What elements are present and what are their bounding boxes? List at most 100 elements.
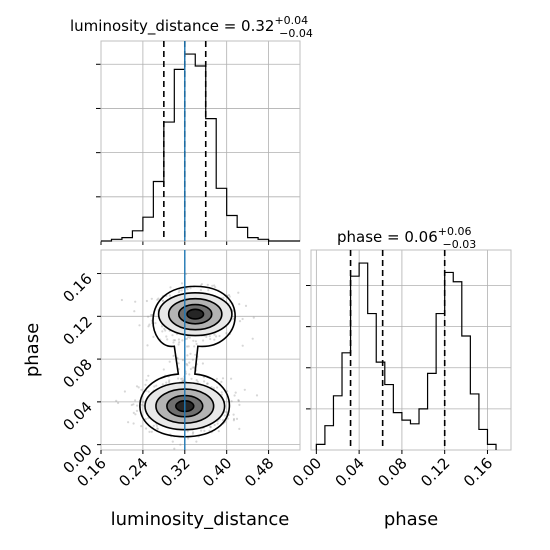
luminosity-distance-histogram-panel bbox=[96, 40, 301, 245]
sample-point bbox=[255, 394, 259, 397]
sample-point bbox=[142, 400, 145, 403]
sample-point bbox=[169, 286, 172, 289]
sample-point bbox=[191, 432, 194, 435]
sample-point bbox=[232, 417, 236, 421]
sample-point bbox=[225, 332, 228, 335]
sample-point bbox=[132, 422, 135, 425]
title-phase-plus: +0.06 bbox=[438, 225, 472, 238]
sample-point bbox=[135, 409, 139, 412]
sample-point bbox=[173, 447, 176, 450]
sample-point bbox=[206, 382, 209, 385]
sample-point bbox=[195, 440, 198, 443]
sample-point bbox=[209, 425, 212, 428]
sample-point bbox=[177, 362, 180, 365]
phase-histogram-panel: 0.00 0.04 0.08 0.12 0.16 bbox=[289, 249, 512, 490]
title-ld-plus: +0.04 bbox=[274, 14, 308, 27]
phase-ytick-label-3: 0.12 bbox=[59, 312, 95, 348]
sample-point bbox=[180, 377, 183, 380]
sample-point bbox=[200, 283, 203, 286]
luminosity-distance-vs-phase-panel: 0.16 0.24 0.32 0.40 0.480.000.040.080.120.16 bbox=[59, 249, 301, 490]
sample-point bbox=[214, 286, 217, 289]
sample-point bbox=[165, 381, 168, 384]
sample-point bbox=[251, 337, 254, 340]
sample-point bbox=[161, 299, 165, 302]
phase-ytick-label-2: 0.08 bbox=[59, 355, 95, 391]
sample-point bbox=[190, 377, 193, 380]
sample-point bbox=[185, 362, 188, 366]
two-frame bbox=[100, 249, 301, 451]
sample-point bbox=[237, 399, 240, 402]
sample-point bbox=[180, 282, 184, 285]
sample-point bbox=[186, 354, 189, 357]
sample-point bbox=[164, 329, 167, 332]
sample-point bbox=[203, 429, 206, 432]
ld-xtick-label-3: 0.40 bbox=[199, 454, 235, 490]
sample-point bbox=[132, 403, 135, 406]
phase-xtick-label-0: 0.00 bbox=[289, 454, 325, 490]
sample-point bbox=[225, 411, 228, 414]
sample-point bbox=[134, 300, 137, 303]
sample-point bbox=[188, 361, 191, 364]
ld-xtick-label-2: 0.32 bbox=[157, 454, 193, 490]
sample-point bbox=[161, 330, 164, 333]
sample-point bbox=[181, 379, 184, 382]
title-luminosity-distance: luminosity_distance = 0.32+0.04 −0.04 bbox=[70, 14, 313, 40]
sample-point bbox=[238, 320, 242, 323]
sample-point bbox=[134, 413, 137, 416]
sample-point bbox=[221, 377, 225, 380]
sample-point bbox=[243, 388, 246, 391]
sample-point bbox=[177, 377, 180, 380]
sample-point bbox=[117, 401, 120, 405]
sample-point bbox=[234, 391, 237, 394]
sample-point bbox=[238, 303, 241, 306]
sample-point bbox=[192, 339, 195, 342]
sample-point bbox=[232, 318, 235, 321]
sample-point bbox=[227, 293, 231, 297]
sample-point bbox=[220, 393, 223, 396]
sample-point bbox=[136, 404, 139, 407]
sample-point bbox=[177, 338, 180, 341]
sample-point bbox=[195, 379, 198, 382]
sample-point bbox=[123, 390, 126, 393]
sample-point bbox=[189, 287, 192, 290]
sample-point bbox=[189, 352, 192, 355]
sample-point bbox=[186, 345, 189, 348]
sample-point bbox=[211, 284, 214, 287]
sample-point bbox=[160, 325, 164, 328]
sample-point bbox=[194, 340, 197, 343]
sample-point bbox=[152, 424, 155, 427]
sample-point bbox=[209, 426, 212, 429]
sample-point bbox=[165, 335, 168, 338]
density-contour-outer bbox=[139, 285, 236, 438]
sample-point bbox=[226, 417, 230, 420]
density-contour-mode0-level3 bbox=[186, 308, 205, 320]
sample-point bbox=[145, 299, 148, 303]
sample-point bbox=[186, 364, 189, 367]
sample-point bbox=[228, 295, 231, 298]
sample-point bbox=[192, 431, 195, 434]
sample-point bbox=[173, 339, 177, 342]
sample-point bbox=[218, 334, 221, 338]
sample-point bbox=[140, 403, 143, 406]
sample-point bbox=[153, 385, 156, 388]
sample-point bbox=[144, 418, 147, 421]
sample-point bbox=[150, 297, 153, 300]
sample-point bbox=[206, 283, 209, 286]
sample-point bbox=[171, 334, 174, 337]
sample-point bbox=[154, 322, 157, 325]
title-phase-minus: −0.03 bbox=[443, 238, 477, 251]
sample-point bbox=[147, 390, 150, 393]
sample-point bbox=[181, 359, 184, 362]
title-ld-minus: −0.04 bbox=[279, 27, 313, 40]
sample-point bbox=[188, 373, 191, 376]
sample-point bbox=[168, 294, 171, 297]
sample-point bbox=[181, 339, 184, 342]
sample-point bbox=[127, 421, 130, 424]
sample-point bbox=[172, 341, 175, 344]
sample-point bbox=[194, 353, 197, 356]
sample-point bbox=[203, 380, 206, 383]
sample-point bbox=[157, 297, 160, 300]
sample-point bbox=[209, 337, 212, 341]
sample-point bbox=[137, 386, 140, 389]
sample-point bbox=[155, 424, 159, 427]
